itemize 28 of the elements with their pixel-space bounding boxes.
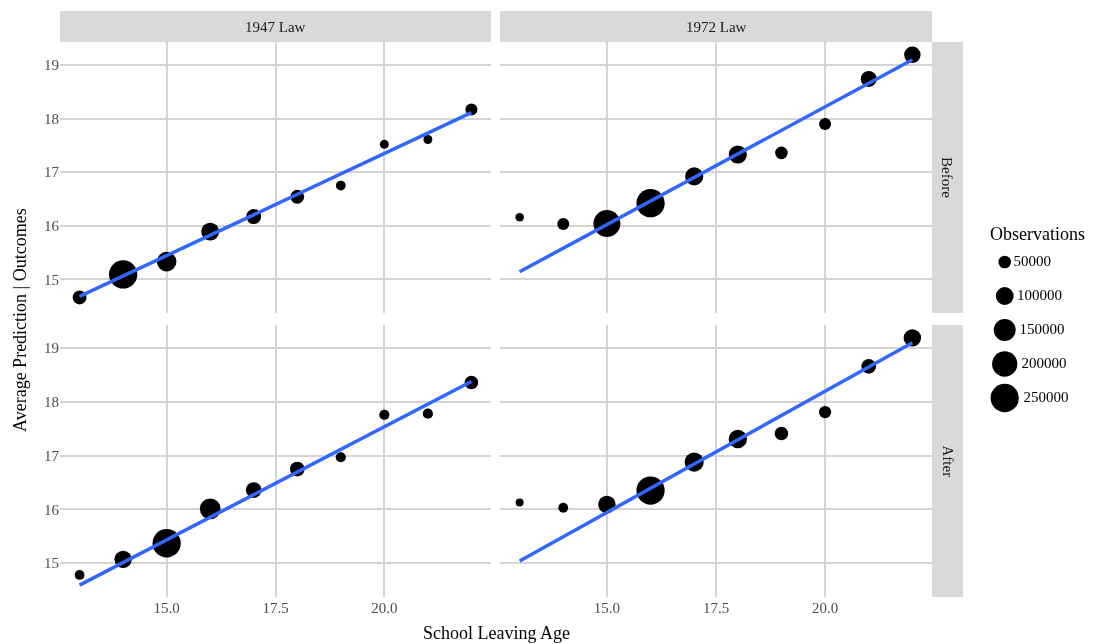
legend-label: 150000 (1019, 320, 1065, 337)
x-tick-label: 17.5 (262, 600, 289, 616)
y-tick-label: 15 (44, 271, 59, 288)
y-tick-label: 17 (44, 164, 60, 181)
y-tick-label: 16 (44, 217, 60, 234)
legend-title: Observations (990, 224, 1085, 244)
x-tick-label: 20.0 (371, 600, 398, 616)
y-axis-title: Average Prediction | Outcomes (10, 208, 30, 432)
legend-label: 50000 (1013, 252, 1052, 269)
y-tick-label: 18 (44, 394, 59, 411)
legend-label: 200000 (1021, 354, 1067, 371)
x-tick-label: 17.5 (702, 600, 730, 616)
y-tick-label: 18 (44, 110, 59, 127)
text: After (939, 445, 956, 478)
y-tick-label: 16 (44, 501, 60, 518)
y-tick-label: 17 (44, 447, 60, 464)
x-tick-label: 20.0 (811, 600, 839, 616)
legend-label: 250000 (1023, 388, 1069, 405)
x-axis-title: School Leaving Age (423, 623, 570, 643)
y-tick-label: 15 (44, 555, 59, 572)
x-tick-label: 15.0 (593, 600, 621, 616)
text: Before (939, 157, 955, 199)
y-tick-label: 19 (44, 340, 59, 357)
legend-label: 100000 (1016, 286, 1062, 303)
x-tick-label: 15.0 (153, 600, 180, 616)
y-tick-label: 19 (44, 57, 59, 74)
chart-title: 1972 Law (686, 19, 747, 35)
chart-title: 1947 Law (245, 19, 306, 35)
